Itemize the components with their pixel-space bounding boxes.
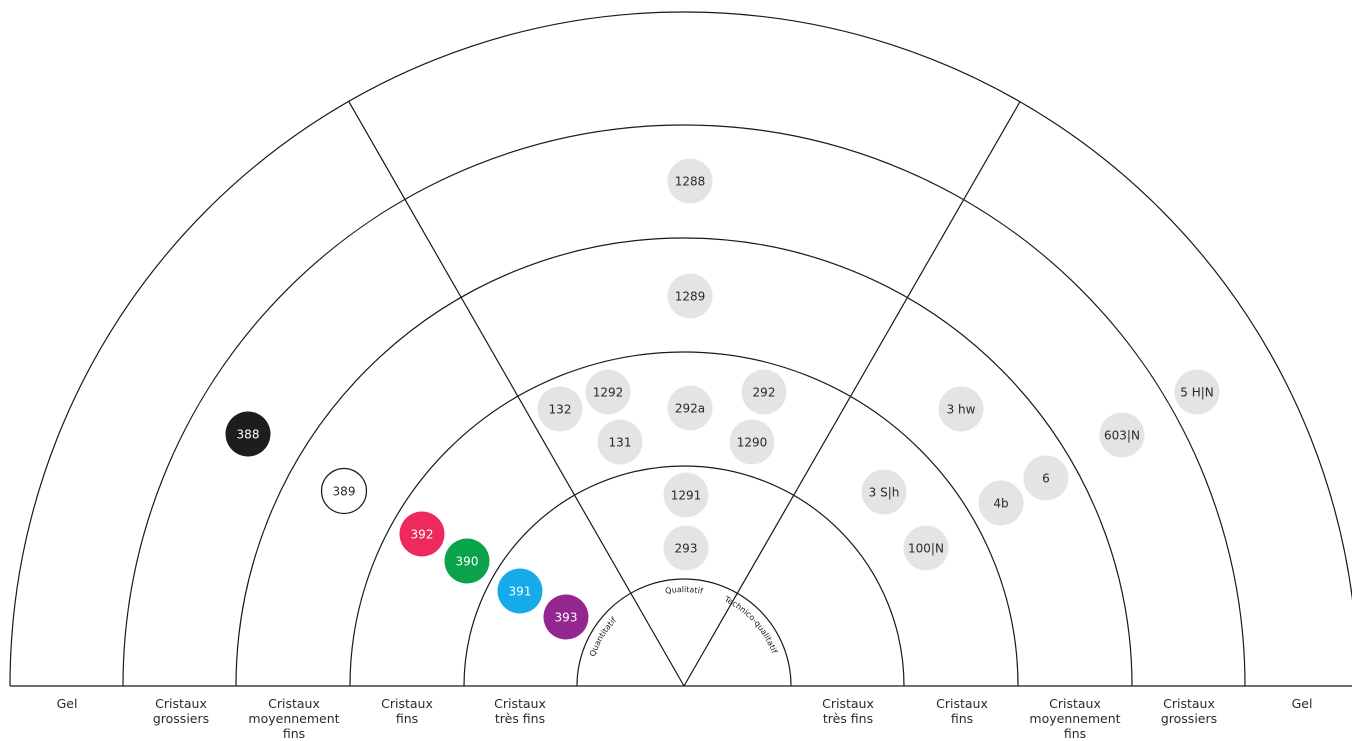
zone-label-left-gel: Gel <box>57 696 78 711</box>
center-label-technico-qualitatif: Technico-qualitatif <box>722 594 779 655</box>
product-circle <box>399 511 445 557</box>
product-label: 5 H|N <box>1180 386 1214 400</box>
sector-dividers <box>348 101 1021 687</box>
ring-2 <box>463 465 905 687</box>
zone-label-left-fins: Cristaux fins <box>381 696 433 726</box>
product-label: 392 <box>411 528 434 542</box>
product-marker-1291: 1291 <box>663 472 709 518</box>
zone-label-left-grossiers: Cristaux grossiers <box>153 696 209 726</box>
product-label: 293 <box>675 542 698 556</box>
product-circle <box>663 472 709 518</box>
product-circle <box>225 411 271 457</box>
product-label: 1290 <box>737 436 768 450</box>
product-marker-293: 293 <box>663 525 709 571</box>
center-label-qualitatif: Qualitatif <box>665 585 704 596</box>
product-marker-603-n: 603|N <box>1099 412 1145 458</box>
product-marker-1288: 1288 <box>667 158 713 204</box>
product-marker-292: 292 <box>741 369 787 415</box>
product-circle <box>978 480 1024 526</box>
product-label: 603|N <box>1104 429 1140 443</box>
product-marker-6: 6 <box>1023 455 1069 501</box>
product-label: 132 <box>549 403 572 417</box>
product-marker-393: 393 <box>543 594 589 640</box>
product-circle <box>1099 412 1145 458</box>
product-circle <box>667 385 713 431</box>
product-marker-100-n: 100|N <box>903 525 949 571</box>
ring-5 <box>122 124 1246 687</box>
product-markers: 1288 1289 132 1292 292a 292 131 1290 1291 293 3 hw… <box>225 158 1220 640</box>
product-label: 1292 <box>593 386 624 400</box>
product-marker-3-s-h: 3 S|h <box>861 469 907 515</box>
product-marker-131: 131 <box>597 419 643 465</box>
zone-label-right-fins: Cristaux fins <box>936 696 988 726</box>
product-circle <box>903 525 949 571</box>
product-circle <box>320 467 368 515</box>
product-circle <box>597 419 643 465</box>
product-circle <box>1174 369 1220 415</box>
divider-right <box>683 101 1021 687</box>
product-marker-4b: 4b <box>978 480 1024 526</box>
ring-3 <box>349 351 1019 687</box>
product-circle <box>938 386 984 432</box>
product-label: 1289 <box>675 290 706 304</box>
diagram-rings <box>9 11 1352 687</box>
product-label: 388 <box>237 428 260 442</box>
product-label: 6 <box>1042 472 1050 486</box>
zone-label-left-moyennement: Cristaux moyennement fins <box>248 696 339 741</box>
product-label: 393 <box>555 611 578 625</box>
product-circle <box>1023 455 1069 501</box>
ring-6 <box>9 11 1352 687</box>
product-label: 1291 <box>671 489 702 503</box>
ring-1 <box>576 578 792 687</box>
product-circle <box>444 538 490 584</box>
product-circle <box>729 419 775 465</box>
divider-left <box>348 101 685 687</box>
zone-label-right-gel: Gel <box>1292 696 1313 711</box>
product-label: 292a <box>675 402 705 416</box>
product-circle <box>667 158 713 204</box>
product-label: 390 <box>456 555 479 569</box>
product-circle <box>861 469 907 515</box>
center-label-quantitatif: Quantitatif <box>588 616 618 658</box>
product-label: 131 <box>609 436 632 450</box>
product-label: 3 hw <box>947 403 976 417</box>
zone-label-right-grossiers: Cristaux grossiers <box>1161 696 1217 726</box>
product-label: 389 <box>333 485 356 499</box>
ring-4 <box>235 237 1133 687</box>
product-marker-390: 390 <box>444 538 490 584</box>
product-label: 3 S|h <box>869 486 900 500</box>
product-marker-5-h-n: 5 H|N <box>1174 369 1220 415</box>
product-label: 100|N <box>908 542 944 556</box>
product-marker-132: 132 <box>537 386 583 432</box>
product-marker-1289: 1289 <box>667 273 713 319</box>
product-circle <box>537 386 583 432</box>
product-marker-389: 389 <box>320 467 368 515</box>
product-label: 4b <box>993 497 1008 511</box>
center-labels: Quantitatif Qualitatif Technico-qualitat… <box>588 585 779 658</box>
product-marker-3-hw: 3 hw <box>938 386 984 432</box>
product-circle <box>741 369 787 415</box>
product-label: 391 <box>509 585 532 599</box>
product-marker-392: 392 <box>399 511 445 557</box>
zone-label-right-tres-fins: Cristaux très fins <box>822 696 874 726</box>
product-marker-391: 391 <box>497 568 543 614</box>
product-label: 292 <box>753 386 776 400</box>
zone-label-right-moyennement: Cristaux moyennement fins <box>1029 696 1120 741</box>
zone-label-left-tres-fins: Cristaux très fins <box>494 696 546 726</box>
product-marker-1290: 1290 <box>729 419 775 465</box>
product-circle <box>543 594 589 640</box>
product-marker-1292: 1292 <box>585 369 631 415</box>
product-circle <box>585 369 631 415</box>
product-marker-292a: 292a <box>667 385 713 431</box>
product-circle <box>663 525 709 571</box>
product-circle <box>667 273 713 319</box>
product-label: 1288 <box>675 175 706 189</box>
product-circle <box>497 568 543 614</box>
zone-labels: Gel Cristaux grossiers Cristaux moyennement f… <box>57 696 1313 741</box>
product-marker-388: 388 <box>225 411 271 457</box>
